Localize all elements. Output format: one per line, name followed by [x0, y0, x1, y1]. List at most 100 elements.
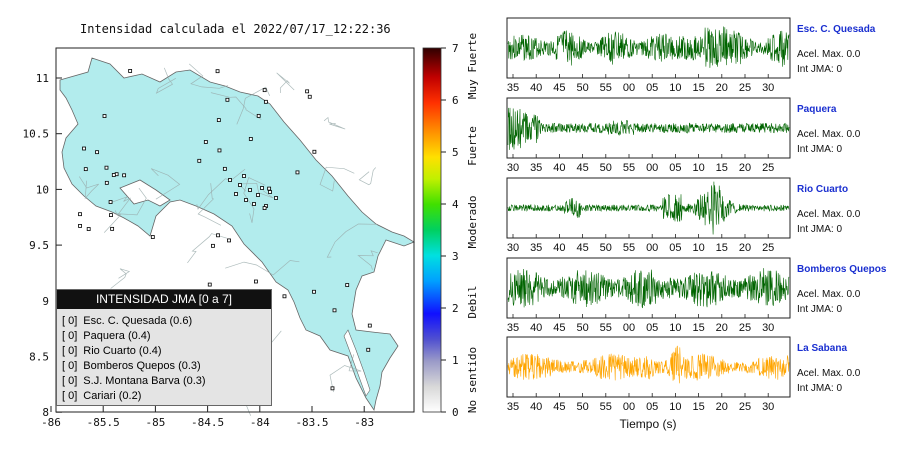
- panel-info: Rio Cuarto Acel. Max. 0.0 Int JMA: 0: [797, 182, 860, 237]
- colorbar-tick-label: 2: [452, 302, 459, 315]
- colorbar-tick-label: 3: [452, 250, 459, 263]
- colorbar-label: Moderado: [466, 196, 479, 249]
- seismogram-panel: 35 40 45 50 55 00 05 10 15 20 25 30: [506, 336, 791, 413]
- panel-tick-label: 25: [762, 162, 774, 174]
- station-marker: [366, 347, 371, 352]
- max-acceleration: Acel. Max. 0.0: [797, 209, 861, 220]
- x-tick-label: -84: [250, 416, 270, 429]
- panel-tick-label: 45: [576, 162, 588, 174]
- legend-item-badge: [ 0]: [62, 330, 78, 342]
- seismogram-panels: 35 40 45 50 55 00 05 10 15 20 25 30 30 35 40 45 50 55 00 05…: [506, 17, 791, 413]
- y-tick-label: 9: [42, 295, 49, 308]
- station-marker: [82, 146, 86, 151]
- legend-item: [ 0] Rio Cuarto (0.4): [62, 344, 271, 359]
- station-marker: [216, 118, 221, 123]
- station-name: Esc. C. Quesada: [797, 24, 876, 35]
- river: [79, 176, 99, 200]
- panel-tick-label: 30: [762, 401, 774, 413]
- station-marker: [305, 89, 310, 94]
- panel-tick-label: 50: [600, 162, 612, 174]
- station-marker: [78, 212, 82, 217]
- river: [225, 260, 300, 276]
- legend-item: [ 0] S.J. Montana Barva (0.3): [62, 374, 271, 389]
- river: [187, 233, 228, 264]
- station-marker: [207, 282, 212, 287]
- station-marker: [83, 167, 88, 172]
- map-title: Intensidad calculada el 2022/07/17_12:22…: [80, 22, 391, 36]
- station-marker: [260, 186, 264, 190]
- seismogram-trace: [507, 107, 790, 150]
- river: [188, 63, 229, 89]
- panel-tick-label: 35: [530, 162, 542, 174]
- panel-tick-label: 55: [600, 82, 612, 94]
- panel-tick-label: 55: [600, 401, 612, 413]
- panel-tick-label: 40: [553, 242, 565, 254]
- panel-tick-label: 40: [553, 162, 565, 174]
- legend-item-label: Rio Cuarto (0.4): [83, 345, 162, 357]
- panel-tick-label: 20: [739, 242, 751, 254]
- panel-tick-label: 35: [530, 242, 542, 254]
- panel-tick-label: 05: [669, 162, 681, 174]
- x-tick-label: -83.5: [295, 416, 328, 429]
- station-marker: [256, 113, 261, 118]
- river: [150, 168, 181, 200]
- seismogram-panel: 35 40 45 50 55 00 05 10 15 20 25 30: [506, 17, 791, 94]
- x-tick-label: -83: [354, 416, 374, 429]
- river: [329, 354, 362, 393]
- panel-tick-label: 10: [669, 82, 681, 94]
- jma-intensity: Int JMA: 0: [797, 144, 843, 155]
- river: [276, 72, 295, 94]
- station-marker: [234, 192, 238, 196]
- station-marker: [197, 158, 202, 163]
- station-marker: [367, 323, 372, 328]
- panel-tick-label: 30: [762, 82, 774, 94]
- station-marker: [86, 227, 91, 231]
- y-tick-label: 9.5: [29, 239, 49, 252]
- panel-tick-label: 15: [692, 401, 704, 413]
- station-marker: [104, 180, 109, 185]
- panel-tick-label: 00: [646, 162, 658, 174]
- station-marker: [238, 183, 242, 187]
- jma-intensity: Int JMA: 0: [797, 383, 843, 394]
- panel-tick-label: 20: [739, 162, 751, 174]
- panel-tick-label: 05: [646, 82, 658, 94]
- intensity-legend: INTENSIDAD JMA [0 a 7] [ 0] Esc. C. Quesa…: [56, 289, 272, 406]
- station-marker: [150, 235, 155, 239]
- station-marker: [262, 206, 267, 210]
- station-marker: [274, 196, 278, 200]
- river: [323, 116, 346, 130]
- legend-item-badge: [ 0]: [62, 375, 78, 387]
- station-marker: [332, 308, 337, 313]
- station-marker: [262, 88, 267, 93]
- seismogram-panel: 35 40 45 50 55 00 05 10 15 20 25 30: [506, 257, 791, 334]
- river: [358, 167, 376, 186]
- station-marker: [242, 174, 246, 178]
- station-name: La Sabana: [797, 343, 848, 354]
- legend-item-badge: [ 0]: [62, 390, 78, 402]
- panel-tick-label: 25: [739, 401, 751, 413]
- jma-intensity: Int JMA: 0: [797, 224, 843, 235]
- river: [103, 187, 147, 233]
- panel-tick-label: 15: [692, 322, 704, 334]
- colorbar-label: Muy Fuerte: [466, 33, 479, 99]
- panel-tick-label: 05: [669, 242, 681, 254]
- colorbar-tick-label: 6: [452, 94, 459, 107]
- panel-tick-label: 00: [646, 242, 658, 254]
- panel-tick-label: 30: [762, 322, 774, 334]
- station-marker: [109, 213, 113, 218]
- panel-info: La Sabana Acel. Max. 0.0 Int JMA: 0: [797, 341, 860, 396]
- panel-tick-label: 15: [716, 242, 728, 254]
- river: [108, 196, 131, 217]
- station-marker: [248, 188, 252, 192]
- panel-tick-label: 25: [762, 242, 774, 254]
- x-tick-label: -85.5: [87, 416, 120, 429]
- jma-intensity: Int JMA: 0: [797, 64, 843, 75]
- station-marker: [227, 238, 231, 243]
- panel-tick-label: 20: [716, 401, 728, 413]
- panel-tick-label: 25: [739, 82, 751, 94]
- river: [326, 223, 378, 258]
- legend-item: [ 0] Esc. C. Quesada (0.6): [62, 314, 271, 329]
- station-marker: [215, 69, 220, 74]
- station-marker: [268, 190, 272, 194]
- jma-intensity: Int JMA: 0: [797, 304, 843, 315]
